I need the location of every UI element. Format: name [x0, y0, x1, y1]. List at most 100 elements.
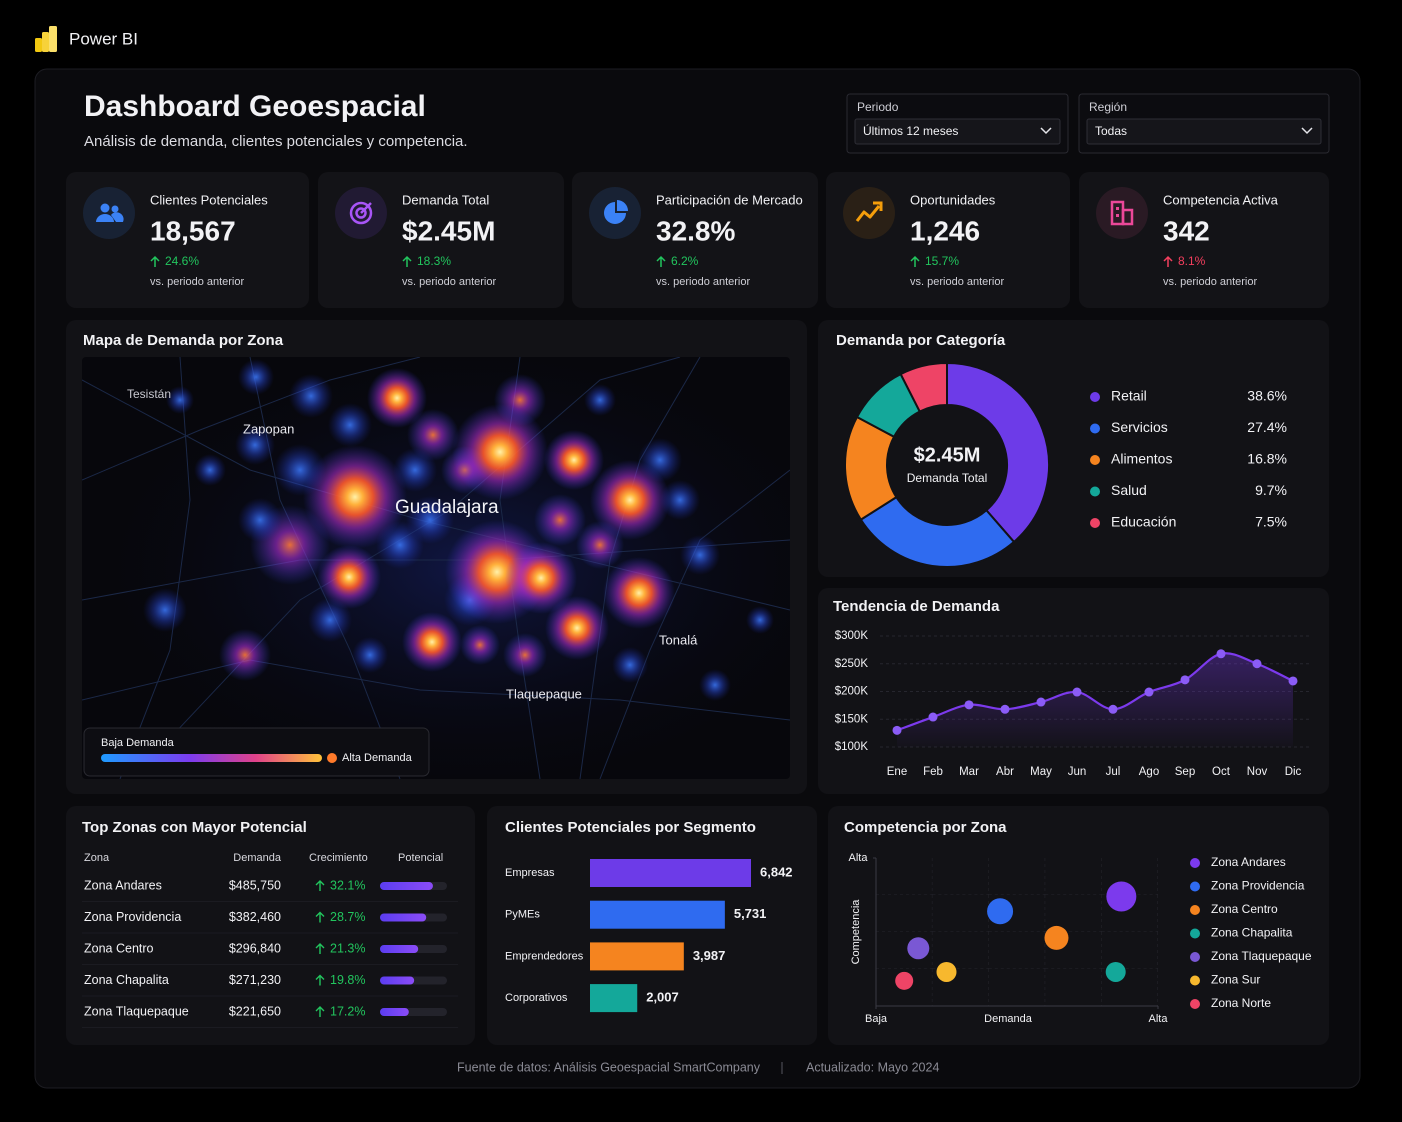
y-tick-label: $100K	[835, 741, 869, 753]
heat-spot	[680, 535, 720, 575]
heat-spot	[660, 480, 700, 520]
table-cell: $296,840	[229, 941, 281, 955]
map-legend	[83, 727, 430, 777]
heat-spot	[534, 494, 586, 546]
legend-label: Zona Norte	[1211, 996, 1271, 1010]
potential-bar	[380, 882, 433, 890]
legend-dot	[1190, 952, 1200, 962]
app-logo	[35, 26, 57, 52]
legend-dot	[1190, 858, 1200, 868]
legend-dot	[1190, 975, 1200, 986]
page-subtitle: Análisis de demanda, clientes potenciale…	[84, 133, 468, 150]
line-area	[897, 653, 1293, 747]
legend-label: Zona Centro	[1211, 902, 1278, 916]
line-point	[1036, 697, 1046, 707]
kpi-title: Demanda Total	[402, 192, 489, 207]
filter-dropdown[interactable]	[1086, 118, 1322, 145]
change-arrow	[656, 255, 666, 267]
icon-part	[111, 205, 119, 213]
kpi-icon	[1096, 187, 1148, 239]
x-tick-label: Jul	[1106, 766, 1121, 778]
filter-value: Últimos 12 meses	[863, 123, 958, 138]
x-tick-label: Baja	[865, 1013, 888, 1025]
filter-dropdown[interactable]	[854, 118, 1061, 145]
bubble	[936, 961, 957, 982]
heat-spot	[367, 368, 427, 428]
legend-gradient	[101, 754, 322, 762]
road	[119, 357, 191, 779]
data-label: 27.4%	[1247, 419, 1287, 435]
kpi-note: vs. periodo anterior	[910, 276, 1004, 288]
data-label: 9.7%	[1255, 482, 1287, 498]
panel-title: Tendencia de Demanda	[833, 598, 1000, 615]
x-tick-label: May	[1030, 766, 1052, 778]
icon-background	[83, 187, 135, 239]
legend-high: Alta Demanda	[342, 752, 413, 764]
heat-spot	[166, 386, 194, 414]
table-panel	[66, 806, 475, 1045]
kpi-title: Clientes Potenciales	[150, 192, 268, 207]
table-cell: $382,460	[229, 910, 281, 924]
potential-bar	[380, 945, 419, 953]
y-tick-label: $250K	[835, 658, 869, 670]
y-axis-label: Competencia	[850, 899, 862, 965]
y-tick-label: Emprendedores	[505, 950, 584, 962]
table-cell: 19.8%	[330, 973, 365, 987]
legend-label: Educación	[1111, 514, 1176, 530]
legend-label: Zona Tlaquepaque	[1211, 949, 1312, 963]
heat-spot	[328, 403, 372, 447]
heat-spot	[235, 425, 275, 465]
x-axis-label: Demanda	[984, 1013, 1033, 1025]
x-tick-label: Nov	[1247, 766, 1268, 778]
kpi-note: vs. periodo anterior	[402, 276, 496, 288]
data-label: 5,731	[734, 906, 767, 921]
table-cell: 21.3%	[330, 941, 365, 955]
kpi-value: 342	[1163, 215, 1210, 246]
place-label: Tlaquepaque	[506, 686, 582, 701]
plot-grid	[876, 858, 1158, 1006]
heat-spot	[584, 384, 616, 416]
heat-spot	[308, 598, 352, 642]
heat-spot	[303, 445, 407, 549]
y-tick-label: $150K	[835, 713, 869, 725]
y-tick-label: $300K	[835, 630, 869, 642]
table-cell: $485,750	[229, 878, 281, 892]
heat-spot	[406, 496, 454, 544]
filter-value: Todas	[1095, 124, 1127, 138]
data-label: 2,007	[646, 990, 679, 1005]
potential-bar	[380, 976, 415, 985]
panel-title: Demanda por Categoría	[836, 332, 1006, 349]
donut-center-value: $2.45M	[914, 444, 981, 466]
table-cell: 32.1%	[330, 878, 365, 892]
legend-dot	[1090, 486, 1100, 497]
icon-background	[843, 187, 895, 239]
heatmap	[82, 357, 790, 779]
data-label: 38.6%	[1247, 388, 1287, 404]
heat-spot	[544, 430, 604, 490]
table-cell: Zona Centro	[84, 941, 154, 955]
data-label: 16.8%	[1247, 451, 1287, 467]
table-cell: $271,230	[229, 973, 281, 987]
x-tick-label: Abr	[996, 766, 1014, 778]
kpi-note: vs. periodo anterior	[656, 276, 750, 288]
legend-dot	[1090, 455, 1100, 465]
filter-label: Región	[1089, 100, 1127, 114]
x-tick-label: Jun	[1068, 766, 1087, 778]
kpi-title: Participación de Mercado	[656, 192, 803, 207]
x-tick-label: Oct	[1212, 766, 1231, 778]
icon-part	[873, 201, 883, 211]
line-point	[1288, 676, 1298, 686]
table-cell: Zona Chapalita	[84, 973, 169, 987]
road	[82, 659, 790, 721]
heat-spot	[219, 629, 271, 681]
line-point	[892, 725, 902, 735]
growth-arrow	[315, 1006, 325, 1017]
line-point	[1000, 704, 1010, 714]
line-point	[928, 712, 938, 722]
place-label: Tonalá	[659, 632, 698, 647]
growth-arrow	[315, 943, 325, 954]
heat-spot	[452, 404, 548, 500]
line-point	[1144, 687, 1154, 697]
icon-part	[604, 202, 626, 224]
